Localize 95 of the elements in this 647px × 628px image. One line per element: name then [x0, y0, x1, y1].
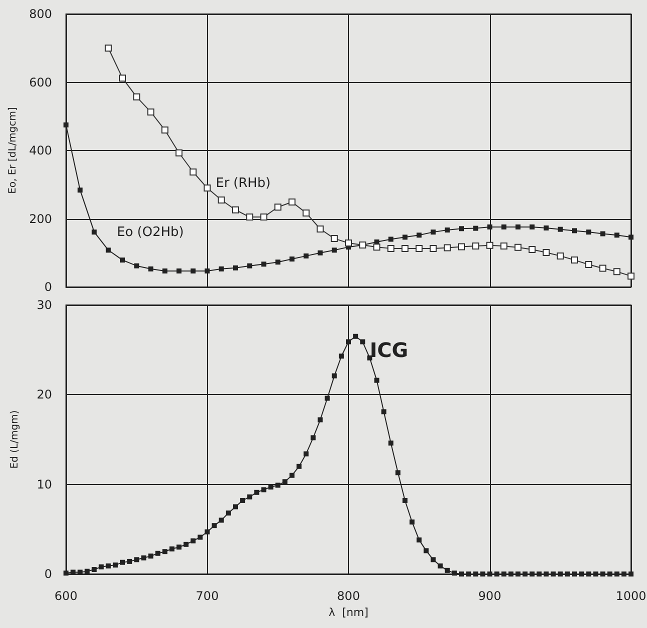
point	[318, 250, 323, 256]
point	[402, 234, 408, 240]
point	[204, 268, 210, 274]
y-axis-title: Ed (L/mgm)	[10, 410, 20, 469]
point	[275, 260, 280, 265]
point	[472, 242, 480, 250]
point	[274, 204, 282, 211]
point	[514, 244, 522, 251]
point	[628, 234, 634, 240]
point	[92, 230, 97, 235]
point	[444, 244, 451, 252]
point	[387, 244, 394, 252]
point	[459, 226, 464, 232]
point	[500, 242, 508, 250]
point	[388, 236, 394, 242]
point	[261, 262, 266, 267]
point	[233, 265, 238, 270]
point	[571, 256, 578, 264]
annotation: ICG	[370, 338, 408, 362]
point	[486, 242, 494, 249]
point	[416, 232, 422, 238]
x-tick-label: 700	[196, 589, 219, 603]
point	[373, 244, 380, 251]
y-axis-title: Eo, Er [dL/mgcm]	[8, 106, 19, 194]
point	[599, 264, 606, 272]
y-tick-label: 30	[36, 298, 52, 312]
point	[430, 230, 436, 235]
point	[302, 209, 310, 216]
x-tick-label: 600	[54, 589, 78, 603]
point	[190, 168, 197, 176]
point	[528, 246, 536, 253]
point	[613, 268, 620, 276]
x-tick-label: 800	[337, 589, 360, 603]
y-tick-label: 400	[29, 144, 52, 158]
point	[288, 198, 296, 206]
point	[147, 108, 154, 116]
x-tick-label: 1000	[616, 589, 646, 603]
point	[120, 258, 125, 263]
point	[204, 184, 211, 192]
point	[290, 256, 294, 262]
point	[501, 224, 506, 230]
x-axis-title: λ [nm]	[328, 606, 368, 619]
point	[260, 214, 268, 221]
point	[614, 232, 620, 238]
point	[530, 224, 535, 230]
point	[542, 249, 550, 256]
point	[402, 244, 408, 252]
point	[416, 244, 423, 252]
y-tick-label: 0	[44, 567, 52, 581]
annotation: Er (RHb)	[216, 176, 271, 191]
point	[247, 263, 252, 268]
point	[176, 149, 182, 156]
point	[64, 122, 68, 128]
point	[516, 224, 520, 230]
point	[487, 224, 492, 230]
point	[104, 44, 112, 52]
point	[600, 231, 606, 236]
point	[556, 252, 564, 260]
point	[148, 266, 154, 272]
point	[246, 214, 254, 221]
y-tick-label: 10	[36, 477, 52, 492]
point	[162, 268, 168, 274]
point	[458, 243, 465, 250]
point	[330, 235, 338, 242]
point	[190, 268, 196, 274]
point	[586, 230, 592, 235]
point	[444, 228, 450, 233]
point	[134, 263, 140, 268]
point	[218, 196, 225, 204]
point	[585, 260, 592, 268]
point	[544, 225, 549, 230]
y-tick-label: 600	[29, 75, 52, 90]
y-tick-label: 0	[44, 280, 52, 294]
point	[572, 228, 577, 234]
point	[628, 272, 634, 280]
point	[558, 226, 563, 232]
x-tick-label: 900	[478, 589, 502, 603]
point	[176, 268, 182, 274]
point	[316, 225, 324, 232]
point	[232, 206, 239, 214]
y-tick-label: 20	[36, 388, 52, 402]
point	[119, 74, 126, 82]
y-tick-label: 200	[29, 212, 52, 226]
point	[430, 244, 437, 252]
point	[218, 266, 224, 272]
point	[473, 226, 478, 231]
point	[78, 188, 83, 193]
annotation: Eo (O2Hb)	[116, 224, 184, 240]
point	[133, 93, 140, 100]
point	[332, 248, 337, 253]
point	[304, 253, 309, 258]
point	[106, 248, 111, 253]
point	[345, 239, 352, 246]
y-tick-label: 800	[29, 7, 52, 21]
point	[161, 126, 168, 134]
